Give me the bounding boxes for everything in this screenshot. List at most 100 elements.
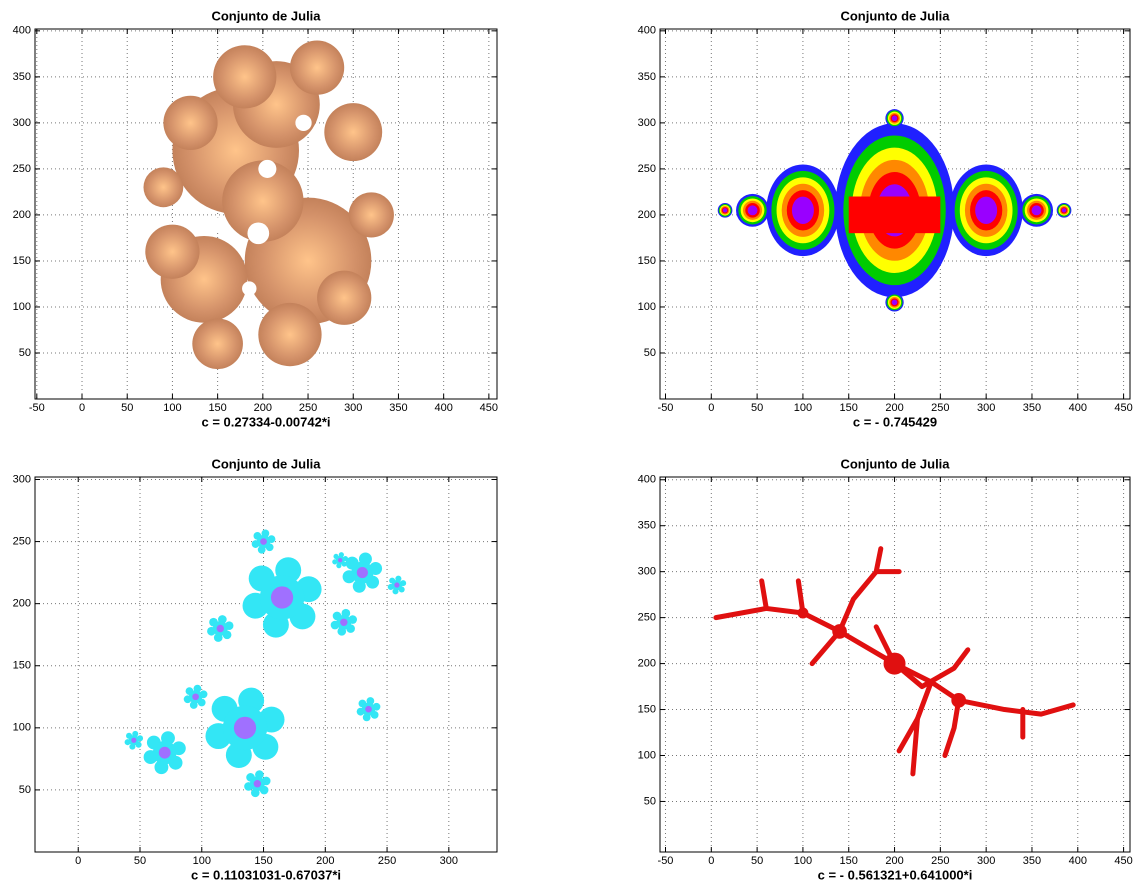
y-tick-label: 100 — [638, 749, 656, 761]
chart-title: Conjunto de Julia — [211, 456, 321, 471]
y-tick-label: 200 — [638, 209, 656, 221]
fractal-core — [271, 586, 293, 608]
y-tick-label: 300 — [638, 117, 656, 129]
y-tick-label: 50 — [19, 784, 31, 796]
x-tick-label: -50 — [29, 402, 45, 414]
fractal-region — [797, 608, 808, 619]
x-tick-label: 300 — [977, 855, 995, 867]
fractal-region — [317, 271, 371, 325]
x-tick-label: 100 — [794, 402, 812, 414]
x-tick-label: 400 — [1069, 402, 1087, 414]
y-tick-label: 50 — [644, 795, 656, 807]
fractal-region — [884, 653, 906, 675]
figure: -50 0 50 100 150 200 250 300 350 400 450 50 100 150 20… — [0, 0, 1139, 882]
x-tick-label: 400 — [1069, 855, 1087, 867]
fractal-core — [394, 582, 399, 587]
fractal-core — [234, 717, 256, 739]
fractal-hole — [242, 281, 256, 295]
fractal-core — [159, 747, 171, 759]
fractal-hole — [258, 160, 276, 178]
fractal-region — [143, 167, 183, 207]
x-tick-label: 200 — [316, 855, 334, 867]
y-tick-label: 100 — [13, 301, 31, 313]
y-tick-label: 250 — [13, 163, 31, 175]
fractal-region — [1062, 208, 1066, 212]
y-tick-label: 50 — [19, 347, 31, 359]
y-tick-label: 300 — [13, 473, 31, 485]
y-tick-label: 400 — [13, 25, 31, 37]
x-tick-label: 400 — [434, 402, 452, 414]
y-tick-label: 200 — [638, 657, 656, 669]
x-tick-label: 250 — [931, 855, 949, 867]
fractal-region — [163, 96, 217, 150]
fractal-region — [975, 197, 997, 224]
fractal-region — [1032, 205, 1042, 215]
fractal-core — [338, 558, 342, 562]
x-tick-label: 450 — [1114, 402, 1132, 414]
chart-title: Conjunto de Julia — [211, 8, 321, 23]
fractal-region — [951, 693, 966, 708]
fractal-core — [260, 538, 267, 545]
x-axis-label: c = - 0.745429 — [853, 414, 937, 429]
x-tick-label: 150 — [254, 855, 272, 867]
y-tick-label: 400 — [638, 474, 656, 486]
x-tick-label: 0 — [708, 402, 714, 414]
x-tick-label: 250 — [299, 402, 317, 414]
y-tick-label: 150 — [638, 703, 656, 715]
x-axis-label: c = - 0.561321+0.641000*i — [818, 867, 973, 882]
y-tick-label: 300 — [13, 117, 31, 129]
y-tick-label: 100 — [13, 722, 31, 734]
y-tick-label: 50 — [644, 347, 656, 359]
x-tick-label: 150 — [840, 402, 858, 414]
y-tick-label: 350 — [638, 520, 656, 532]
fractal-core — [365, 706, 372, 713]
y-tick-label: 200 — [13, 598, 31, 610]
fractal-region — [832, 624, 847, 639]
x-tick-label: 0 — [75, 855, 81, 867]
x-tick-label: 50 — [121, 402, 133, 414]
fractal-core — [254, 780, 261, 787]
y-tick-label: 250 — [638, 612, 656, 624]
x-tick-label: 450 — [1114, 855, 1132, 867]
y-tick-label: 200 — [13, 209, 31, 221]
fractal-region — [349, 192, 394, 237]
x-tick-label: 150 — [840, 855, 858, 867]
fractal-hole — [247, 222, 269, 244]
y-tick-label: 100 — [638, 301, 656, 313]
x-tick-label: 350 — [389, 402, 407, 414]
fractal-region — [192, 318, 243, 369]
x-tick-label: 50 — [751, 402, 763, 414]
fractal-region — [258, 303, 321, 366]
fractal-region — [290, 41, 344, 95]
y-tick-label: 150 — [13, 255, 31, 267]
fractal-hole — [295, 115, 311, 131]
y-tick-label: 150 — [638, 255, 656, 267]
x-tick-label: 100 — [794, 855, 812, 867]
x-tick-label: 250 — [378, 855, 396, 867]
x-tick-label: 200 — [254, 402, 272, 414]
fractal-region — [792, 197, 814, 224]
fractal-core — [849, 197, 941, 234]
y-tick-label: 300 — [638, 566, 656, 578]
x-tick-label: 450 — [480, 402, 498, 414]
y-tick-label: 350 — [13, 71, 31, 83]
axes: -500501001502002503003504004505010015020… — [638, 456, 1133, 882]
x-tick-label: -50 — [658, 402, 674, 414]
x-axis-label: c = 0.27334-0.00742*i — [201, 414, 330, 429]
x-tick-label: 100 — [193, 855, 211, 867]
fractal-core — [192, 693, 199, 700]
chart-title: Conjunto de Julia — [840, 456, 950, 471]
chart-title: Conjunto de Julia — [840, 8, 950, 23]
fractal-core — [340, 619, 347, 626]
x-axis-label: c = 0.11031031-0.67037*i — [191, 867, 341, 882]
x-tick-label: 300 — [977, 402, 995, 414]
fractal-hole — [205, 216, 221, 232]
x-tick-label: 100 — [163, 402, 181, 414]
x-tick-label: 300 — [344, 402, 362, 414]
fractal-core — [217, 625, 224, 632]
y-tick-label: 400 — [638, 25, 656, 37]
fractal-core — [131, 738, 136, 743]
x-tick-label: 200 — [885, 402, 903, 414]
